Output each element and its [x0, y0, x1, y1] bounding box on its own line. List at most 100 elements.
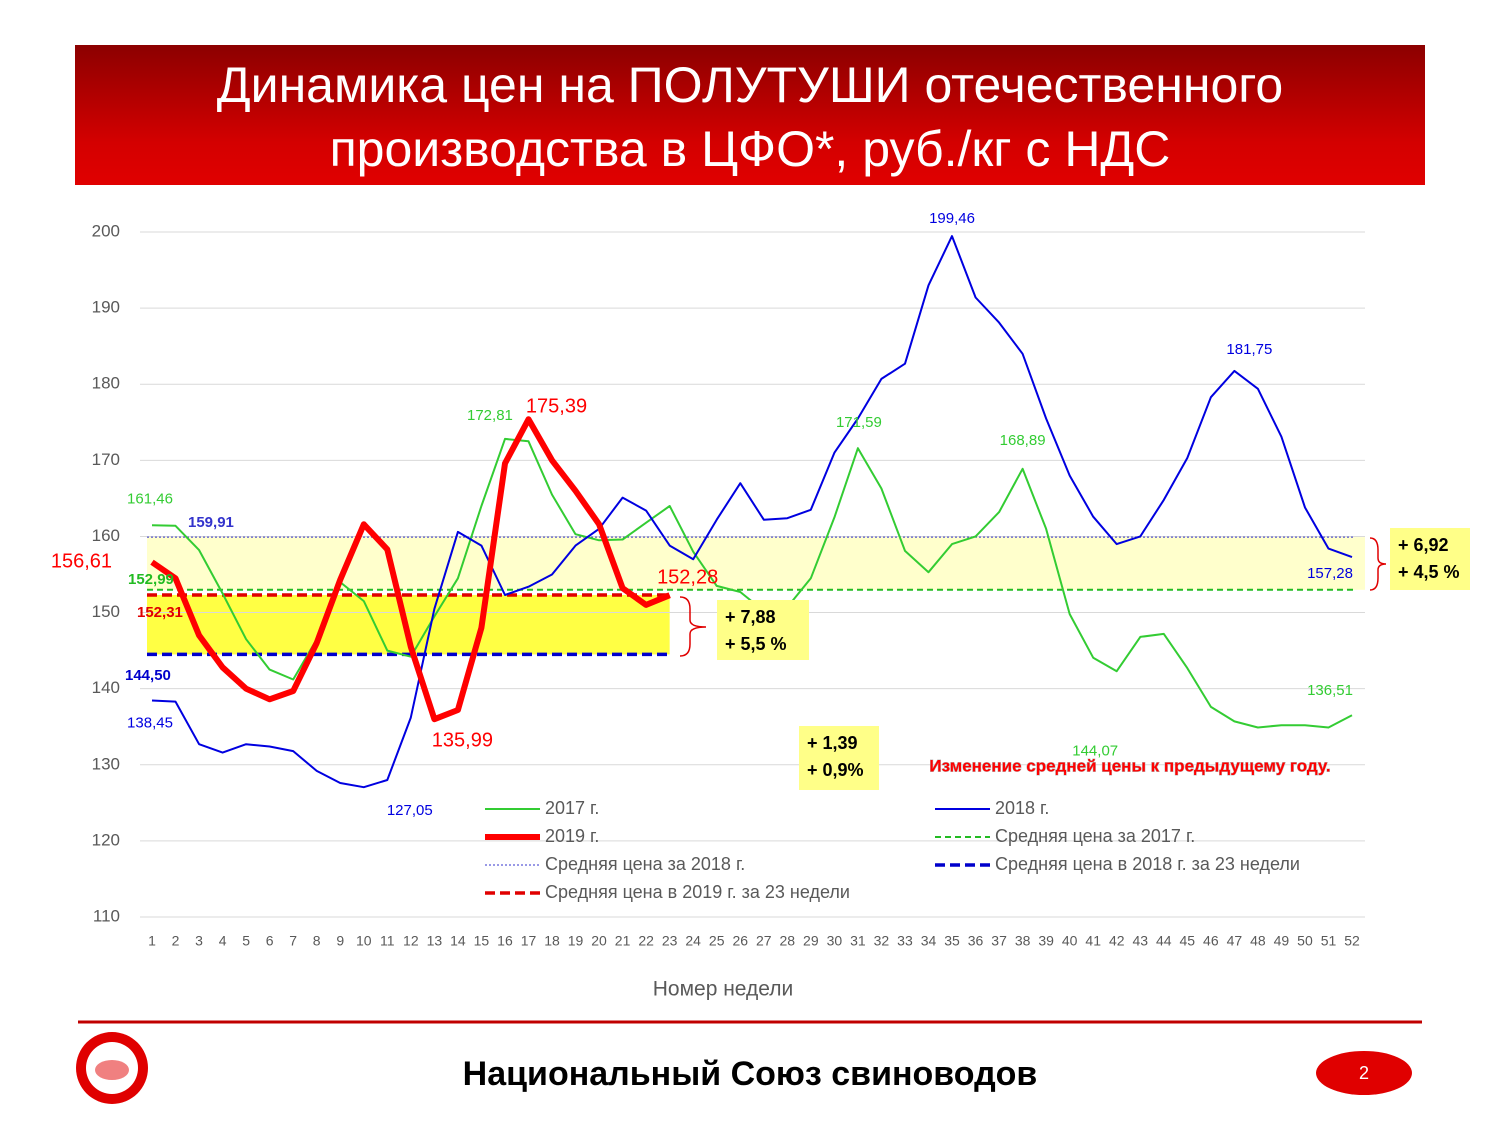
data-label: 135,99	[432, 729, 493, 751]
x-tick-label: 34	[921, 933, 937, 949]
data-label: 144,07	[1072, 743, 1118, 760]
x-tick-label: 12	[403, 933, 419, 949]
x-tick-label: 10	[356, 933, 372, 949]
x-tick-label: 33	[897, 933, 913, 949]
x-tick-label: 49	[1274, 933, 1290, 949]
data-label: 157,28	[1307, 565, 1353, 582]
x-tick-label: 26	[732, 933, 748, 949]
x-tick-label: 9	[336, 933, 344, 949]
data-label: 156,61	[51, 551, 112, 573]
annotation-text: + 7,88	[725, 607, 776, 627]
price-band	[147, 537, 1365, 590]
page-badge	[1316, 1051, 1412, 1095]
x-tick-label: 19	[568, 933, 584, 949]
annotation-box	[799, 726, 879, 790]
x-tick-label: 44	[1156, 933, 1172, 949]
x-axis-label: Номер недели	[653, 978, 794, 1001]
data-label: 138,45	[127, 714, 173, 731]
x-tick-label: 22	[638, 933, 654, 949]
x-tick-label: 28	[780, 933, 796, 949]
annotation-text: + 0,9%	[807, 760, 864, 780]
data-label: 171,59	[836, 414, 882, 431]
annotation-note: Изменение средней цены к предыдущему год…	[929, 756, 1330, 775]
x-tick-label: 11	[380, 933, 395, 949]
x-tick-label: 6	[266, 933, 274, 949]
x-tick-label: 5	[242, 933, 250, 949]
x-tick-label: 39	[1038, 933, 1054, 949]
data-label: 152,28	[657, 566, 718, 588]
x-tick-label: 32	[874, 933, 890, 949]
x-tick-label: 43	[1132, 933, 1148, 949]
x-tick-label: 50	[1297, 933, 1313, 949]
reference-label: 144,50	[125, 667, 171, 684]
y-tick-label: 190	[92, 298, 120, 317]
x-tick-label: 52	[1344, 933, 1360, 949]
reference-label: 152,99	[128, 571, 174, 588]
x-tick-label: 41	[1085, 933, 1101, 949]
series-line	[150, 416, 671, 723]
legend-label: Средняя цена в 2018 г. за 23 недели	[995, 854, 1300, 874]
x-tick-label: 47	[1227, 933, 1243, 949]
footer-organization: Национальный Союз свиноводов	[463, 1055, 1038, 1093]
reference-label: 152,31	[137, 604, 183, 621]
x-tick-label: 18	[544, 933, 560, 949]
x-tick-label: 13	[427, 933, 443, 949]
x-tick-label: 8	[313, 933, 321, 949]
x-tick-label: 30	[827, 933, 843, 949]
data-label: 175,39	[526, 396, 587, 418]
annotation-text: + 6,92	[1398, 535, 1449, 555]
legend-label: 2018 г.	[995, 798, 1049, 818]
y-tick-label: 120	[92, 830, 120, 849]
x-tick-label: 42	[1109, 933, 1125, 949]
y-tick-label: 170	[92, 450, 120, 469]
x-tick-label: 29	[803, 933, 819, 949]
legend-label: Средняя цена в 2019 г. за 23 недели	[545, 882, 850, 902]
data-label: 127,05	[387, 802, 433, 819]
data-label: 172,81	[467, 407, 513, 424]
annotation-text: + 1,39	[807, 733, 858, 753]
x-tick-label: 38	[1015, 933, 1031, 949]
x-tick-label: 51	[1321, 933, 1337, 949]
x-tick-label: 24	[685, 933, 701, 949]
x-tick-label: 27	[756, 933, 772, 949]
legend-label: Средняя цена за 2017 г.	[995, 826, 1195, 846]
reference-label: 159,91	[188, 514, 234, 531]
data-label: 181,75	[1226, 341, 1272, 358]
x-tick-label: 16	[497, 933, 513, 949]
x-tick-label: 17	[521, 933, 537, 949]
bracket	[1369, 537, 1387, 591]
y-tick-label: 110	[93, 906, 120, 925]
bracket	[679, 596, 707, 657]
y-tick-label: 150	[92, 602, 120, 621]
legend-label: Средняя цена за 2018 г.	[545, 854, 745, 874]
annotation-text: + 5,5 %	[725, 634, 787, 654]
y-tick-label: 160	[92, 526, 120, 545]
y-tick-label: 140	[92, 678, 120, 697]
x-tick-label: 46	[1203, 933, 1219, 949]
x-tick-label: 14	[450, 933, 466, 949]
y-tick-label: 180	[92, 374, 120, 393]
x-tick-label: 37	[991, 933, 1007, 949]
x-tick-label: 2	[172, 933, 180, 949]
x-tick-label: 40	[1062, 933, 1078, 949]
legend-label: 2019 г.	[545, 826, 599, 846]
x-tick-label: 3	[195, 933, 203, 949]
logo	[76, 1032, 148, 1104]
annotation-text: + 4,5 %	[1398, 562, 1460, 582]
legend-label: 2017 г.	[545, 798, 599, 818]
x-tick-label: 23	[662, 933, 678, 949]
x-tick-label: 15	[474, 933, 490, 949]
x-tick-label: 35	[944, 933, 960, 949]
chart-title: Динамика цен на ПОЛУТУШИ отечественного …	[75, 45, 1425, 185]
x-tick-label: 48	[1250, 933, 1266, 949]
x-tick-label: 25	[709, 933, 725, 949]
page-number: 2	[1359, 1063, 1369, 1083]
data-label: 168,89	[1000, 432, 1046, 449]
x-tick-label: 1	[148, 933, 156, 949]
y-tick-label: 200	[92, 221, 120, 240]
x-tick-label: 4	[219, 933, 227, 949]
x-tick-label: 36	[968, 933, 984, 949]
x-tick-label: 20	[591, 933, 607, 949]
